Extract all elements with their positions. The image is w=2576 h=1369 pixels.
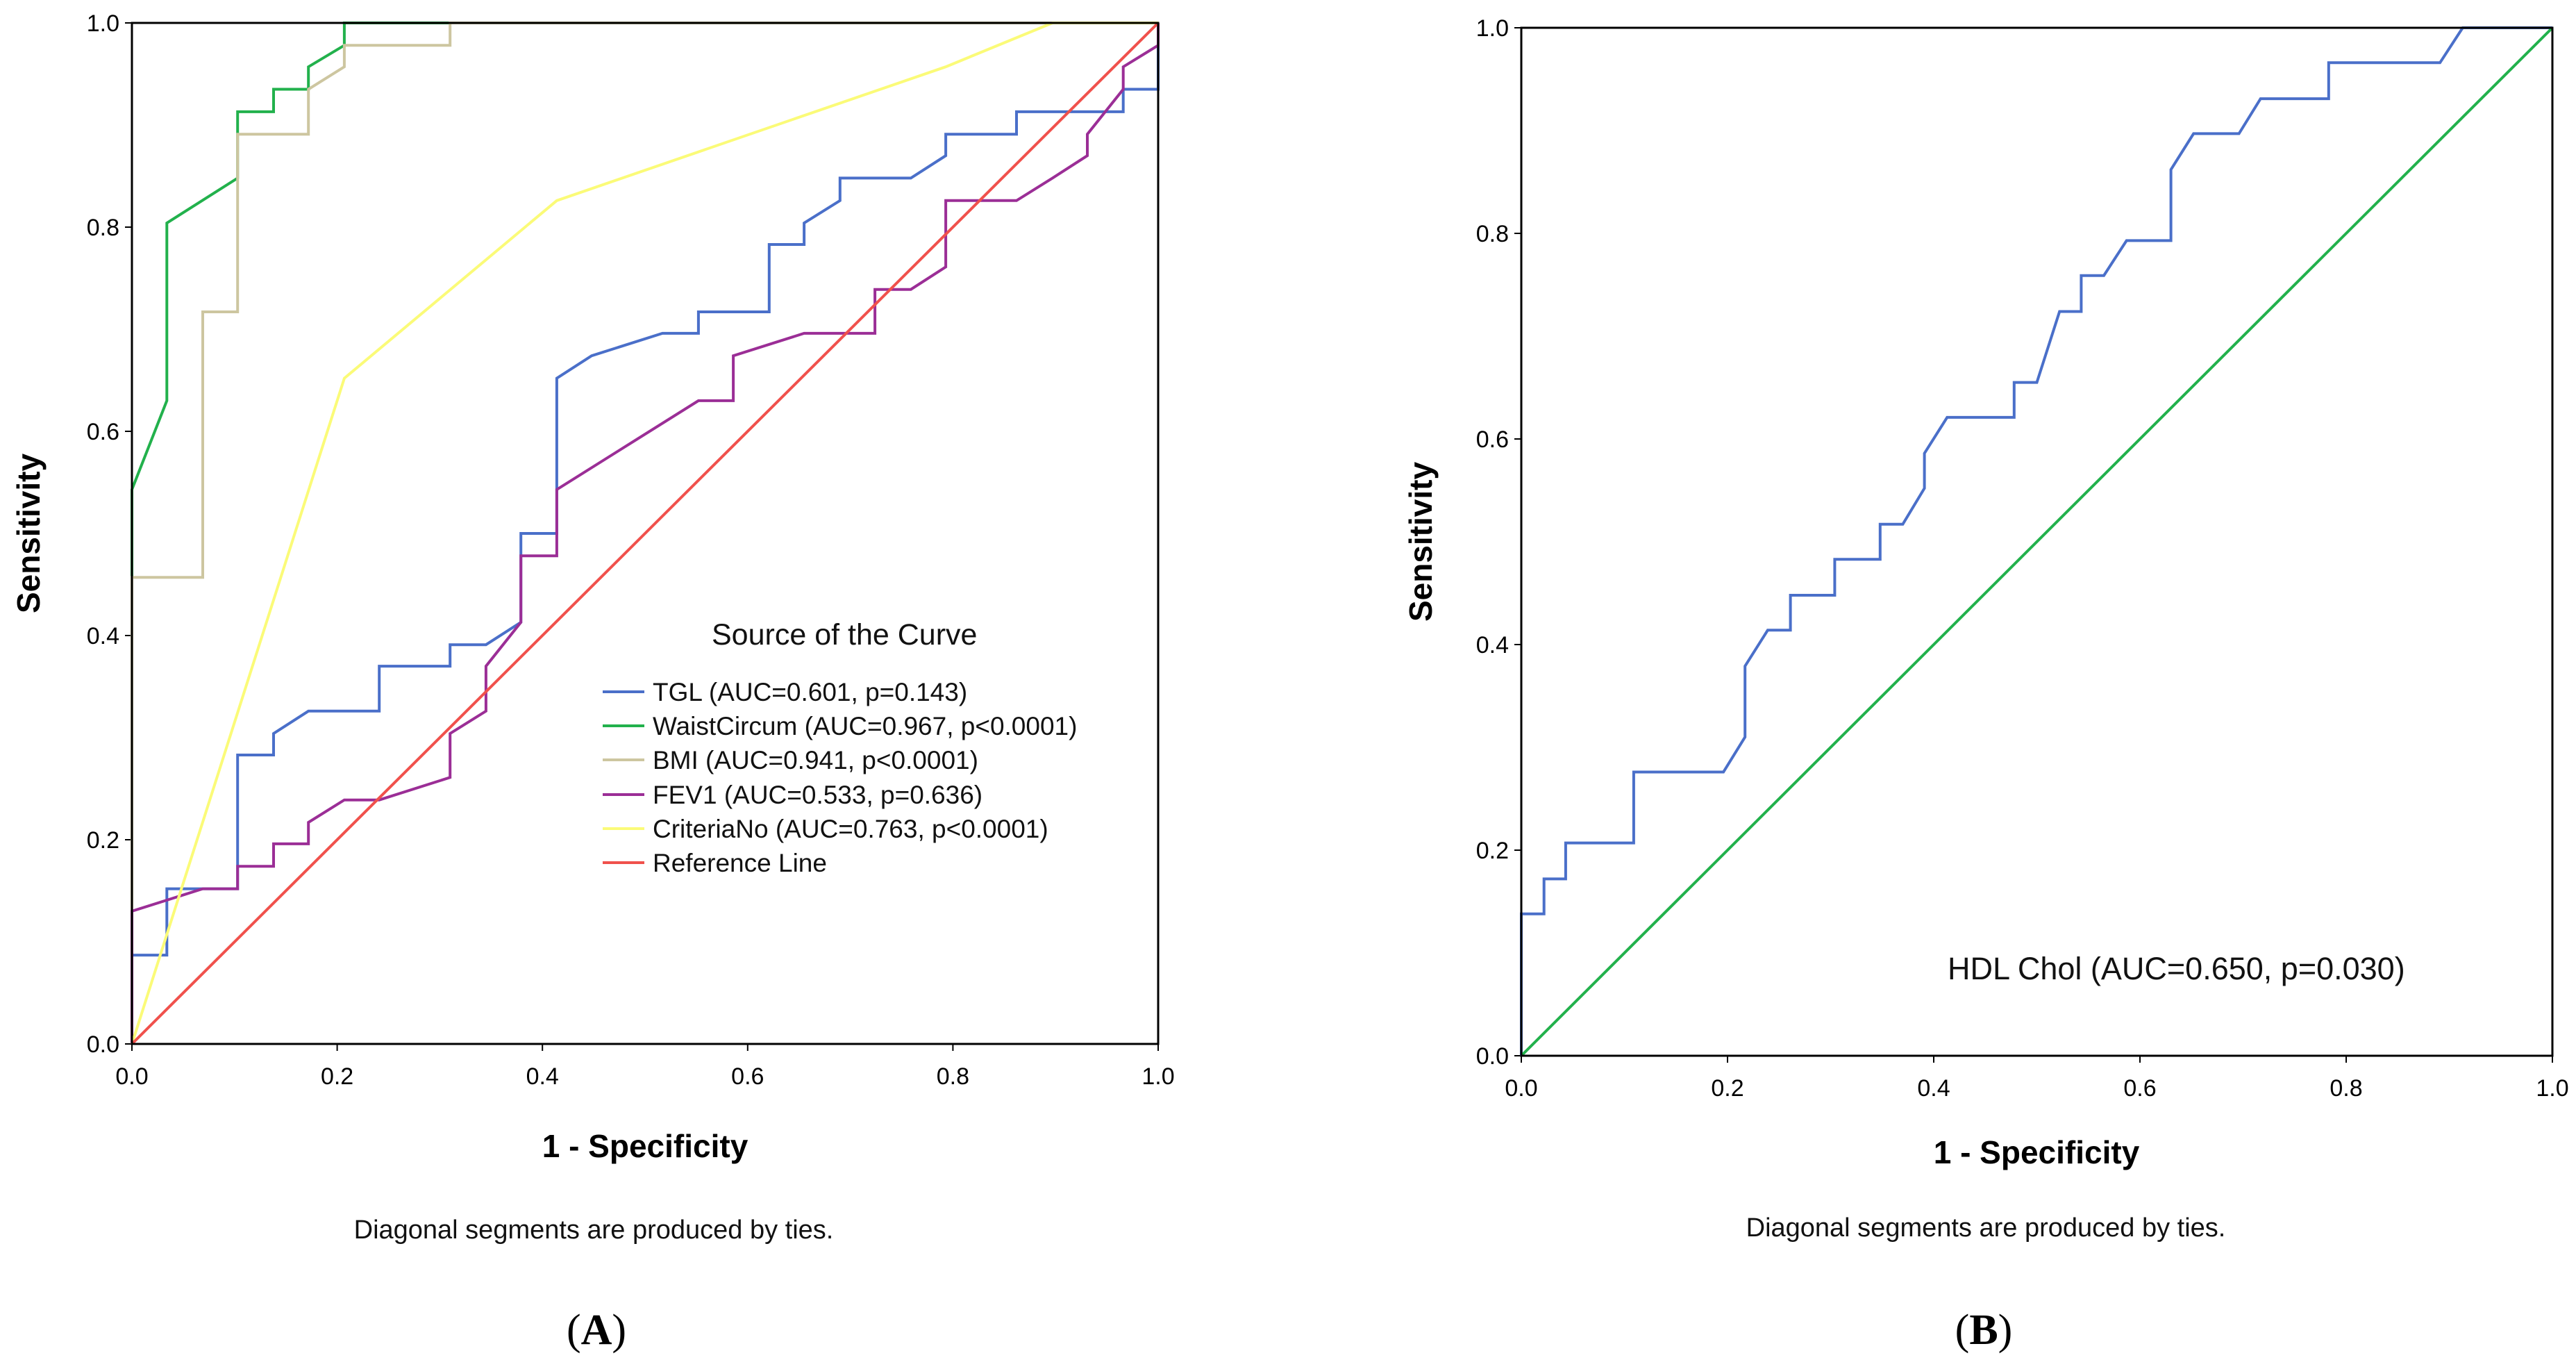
legend-title-a: Source of the Curve: [712, 618, 977, 652]
x-tick-label: 0.6: [2123, 1075, 2156, 1102]
roc-chart-a: 0.0 0.2 0.4 0.6 0.8 1.0 0.0 0.2 0.4 0.6 0.8 1.0 1 -…: [10, 10, 1175, 1354]
y-tick-label: 1.0: [1476, 15, 1509, 42]
roc-curve-reference-b: [1520, 26, 2554, 1057]
x-tick-label: 0.2: [321, 1063, 353, 1090]
y-axis-title-a: Sensitivity: [10, 454, 47, 614]
x-tick-label: 0.4: [526, 1063, 559, 1090]
panel-label-b-letter: B: [1969, 1306, 1998, 1354]
panel-label-a: (A): [567, 1306, 626, 1354]
roc-curve-bmi-a: [131, 22, 1158, 1044]
plot-frame-a: [131, 22, 1160, 1045]
x-axis-title-a: 1 - Specificity: [542, 1128, 748, 1164]
y-tick-label: 0.6: [1476, 426, 1509, 453]
y-tick-label: 0.6: [87, 419, 119, 445]
legend-label-tgl: TGL (AUC=0.601, p=0.143): [653, 678, 967, 706]
x-tick-label: 1.0: [1141, 1063, 1174, 1090]
legend-label-reference: Reference Line: [653, 849, 827, 877]
axis-ticks-a: 0.0 0.2 0.4 0.6 0.8 1.0 0.0 0.2 0.4 0.6 0.8 1.0: [87, 10, 1175, 1090]
x-tick-label: 0.8: [937, 1063, 969, 1090]
legend-a: Source of the Curve TGL (AUC=0.601, p=0.…: [603, 618, 1077, 877]
plot-frame-b: [1520, 26, 2554, 1057]
x-tick-label: 0.8: [2330, 1075, 2362, 1102]
y-tick-label: 1.0: [87, 10, 119, 37]
x-tick-label: 0.6: [731, 1063, 764, 1090]
roc-chart-b: 0.0 0.2 0.4 0.6 0.8 1.0 0.0 0.2 0.4 0.6 0.8 1.0 1 -…: [1403, 15, 2569, 1354]
x-tick-label: 0.4: [1917, 1075, 1950, 1102]
panel-label-a-letter: A: [581, 1306, 612, 1354]
series-group-b: [1520, 26, 2554, 1057]
roc-curve-fev1-a: [131, 23, 1160, 1044]
x-tick-label: 0.2: [1711, 1075, 1743, 1102]
x-tick-label: 1.0: [2536, 1075, 2568, 1102]
legend-label-bmi: BMI (AUC=0.941, p<0.0001): [653, 746, 978, 774]
roc-curve-hdl-chol-b: [1520, 26, 2552, 1056]
y-tick-label: 0.2: [87, 827, 119, 854]
y-tick-label: 0.8: [87, 215, 119, 241]
roc-curve-reference-line-a: [131, 22, 1160, 1045]
x-tick-label: 0.0: [1505, 1075, 1537, 1102]
footnote-b: Diagonal segments are produced by ties.: [1746, 1213, 2226, 1243]
roc-curve-tgl-a: [131, 23, 1160, 1044]
legend-label-fev1: FEV1 (AUC=0.533, p=0.636): [653, 781, 982, 809]
auc-annotation-b: HDL Chol (AUC=0.650, p=0.030): [1948, 951, 2405, 986]
y-tick-label: 0.8: [1476, 221, 1509, 247]
y-tick-label: 0.4: [1476, 632, 1509, 658]
y-tick-label: 0.2: [1476, 838, 1509, 864]
y-tick-label: 0.0: [87, 1031, 119, 1058]
y-tick-label: 0.4: [87, 623, 119, 649]
x-axis-title-b: 1 - Specificity: [1934, 1134, 2140, 1170]
legend-label-waistcircum: WaistCircum (AUC=0.967, p<0.0001): [653, 712, 1077, 740]
roc-curve-waistcircum-a: [131, 22, 1158, 1044]
axis-ticks-b: 0.0 0.2 0.4 0.6 0.8 1.0 0.0 0.2 0.4 0.6 0.8 1.0: [1476, 15, 2569, 1102]
footnote-a: Diagonal segments are produced by ties.: [354, 1215, 834, 1245]
x-tick-label: 0.0: [115, 1063, 148, 1090]
y-axis-title-b: Sensitivity: [1403, 462, 1439, 622]
series-group-a: [131, 22, 1160, 1045]
legend-label-criteriano: CriteriaNo (AUC=0.763, p<0.0001): [653, 815, 1048, 843]
panel-label-b: (B): [1955, 1306, 2013, 1354]
y-tick-label: 0.0: [1476, 1043, 1509, 1070]
